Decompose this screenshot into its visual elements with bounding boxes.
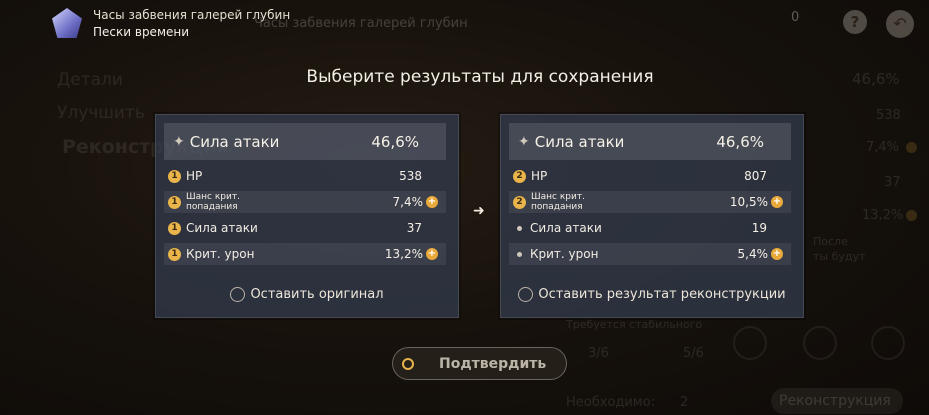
bg-hint: После: [813, 235, 848, 248]
bullet-icon: [517, 251, 522, 257]
radio-button[interactable]: [230, 287, 246, 302]
roll-count-badge: 1: [168, 169, 181, 183]
substat-value: 7,4%: [392, 195, 424, 209]
bg-plus-icon: [906, 142, 917, 153]
back-icon[interactable]: ↶: [886, 10, 914, 38]
bg-needed-value: 2: [680, 395, 689, 410]
substat-name: Шанс крит. попадания: [531, 192, 585, 212]
substat-row: 2 Шанс крит. попадания 10,5% +: [509, 191, 791, 213]
plus-icon: +: [426, 196, 438, 208]
substat-name: HP: [531, 169, 548, 183]
radio-button[interactable]: [518, 287, 534, 302]
main-stat-name: Сила атаки: [189, 132, 280, 151]
dialog-title: Выберите результаты для сохранения: [306, 67, 654, 87]
substat-name: HP: [186, 169, 203, 183]
substat-value: 538: [399, 169, 422, 183]
keep-reconstructed-option[interactable]: Оставить результат реконструкции: [501, 287, 803, 302]
roll-count-badge: 1: [168, 195, 181, 209]
bullet-icon: [517, 225, 522, 231]
item-title: Часы забвения галерей глубин: [93, 8, 291, 22]
bg-needed-label: Необходимо:: [566, 395, 655, 410]
reconstructed-stats-panel[interactable]: ✦ Сила атаки 46,6% 2 HP 807 2 Шанс крит.…: [500, 114, 804, 318]
substat-value: 5,4%: [737, 247, 769, 261]
substat-row: 1 Крит. урон 13,2% +: [164, 243, 446, 265]
substat-row: Крит. урон 5,4% +: [509, 243, 791, 265]
keep-reconstructed-label[interactable]: Оставить результат реконструкции: [538, 287, 786, 302]
main-stat-row: ✦ Сила атаки 46,6%: [164, 123, 446, 160]
confirm-button[interactable]: Подтвердить: [392, 347, 567, 380]
roll-count-badge: 2: [513, 195, 526, 209]
bg-counter: 5/6: [683, 346, 704, 361]
roll-count-badge: 2: [513, 169, 526, 183]
bg-hint: ты будут: [813, 250, 866, 263]
bg-slot-icon: [733, 326, 767, 360]
main-stat-value: 46,6%: [371, 132, 419, 151]
substat-row: 2 HP 807: [509, 165, 791, 187]
substat-row: 1 HP 538: [164, 165, 446, 187]
substat-value: 807: [744, 169, 767, 183]
bg-reconstruct-button: Реконструкция: [771, 388, 903, 414]
bg-slot-icon: [871, 326, 905, 360]
bg-req-label: Требуется стабильного: [566, 318, 703, 331]
bg-counter: 3/6: [588, 346, 609, 361]
plus-icon: +: [426, 248, 438, 260]
plus-icon: +: [771, 196, 783, 208]
item-subtitle: Пески времени: [93, 25, 190, 39]
help-icon[interactable]: ?: [843, 10, 867, 34]
bg-menu-details: Детали: [57, 70, 123, 90]
substat-value: 10,5%: [729, 195, 768, 209]
bg-slot-icon: [803, 326, 837, 360]
roll-count-badge: 1: [168, 247, 181, 261]
keep-original-option[interactable]: Оставить оригинал: [156, 287, 458, 302]
substat-name: Сила атаки: [530, 221, 602, 235]
main-stat-row: ✦ Сила атаки 46,6%: [509, 123, 791, 160]
bg-value: 37: [884, 175, 901, 190]
bg-value: 7,4%: [866, 140, 900, 155]
substat-row: 1 Шанс крит. попадания 7,4% +: [164, 191, 446, 213]
confirm-label[interactable]: Подтвердить: [439, 355, 547, 372]
keep-original-label[interactable]: Оставить оригинал: [250, 287, 384, 302]
substat-value: 19: [751, 221, 767, 235]
substat-value: 13,2%: [384, 247, 423, 261]
plus-icon: +: [771, 248, 783, 260]
currency-count: 0: [791, 10, 800, 25]
substat-name: Шанс крит. попадания: [186, 192, 240, 212]
bg-value: 538: [876, 108, 901, 123]
main-stat-name: Сила атаки: [534, 132, 625, 151]
bg-value: 46,6%: [852, 70, 900, 88]
bg-menu-upgrade: Улучшить: [57, 103, 145, 123]
substat-name: Крит. урон: [186, 247, 255, 261]
bg-plus-icon: [906, 210, 917, 221]
substat-name: Сила атаки: [186, 221, 258, 235]
bg-value: 13,2%: [862, 208, 904, 223]
substat-value: 37: [406, 221, 422, 235]
substat-row: 1 Сила атаки 37: [164, 217, 446, 239]
main-stat-value: 46,6%: [716, 132, 764, 151]
bg-reconstruct-label: Реконструкция: [779, 393, 891, 409]
sparkle-icon: ✦: [518, 133, 530, 150]
item-title-ghost: Часы забвения галерей глубин: [254, 16, 468, 31]
arrow-right-icon: ➜: [473, 203, 485, 219]
roll-count-badge: 1: [168, 221, 181, 235]
confirm-ring-icon: [402, 357, 414, 370]
sparkle-icon: ✦: [173, 133, 185, 150]
substat-row: Сила атаки 19: [509, 217, 791, 239]
original-stats-panel[interactable]: ✦ Сила атаки 46,6% 1 HP 538 1 Шанс крит.…: [155, 114, 459, 318]
substat-name: Крит. урон: [530, 247, 599, 261]
